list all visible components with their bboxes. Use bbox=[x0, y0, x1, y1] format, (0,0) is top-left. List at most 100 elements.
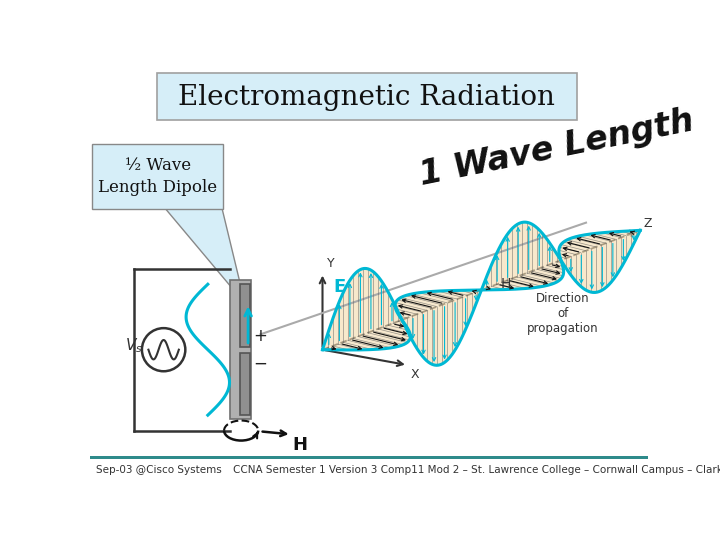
Polygon shape bbox=[560, 258, 565, 259]
Polygon shape bbox=[489, 287, 500, 290]
Polygon shape bbox=[589, 234, 614, 240]
Polygon shape bbox=[559, 252, 573, 256]
Polygon shape bbox=[564, 241, 593, 248]
Polygon shape bbox=[536, 269, 563, 276]
Polygon shape bbox=[514, 278, 546, 286]
Polygon shape bbox=[524, 274, 557, 282]
Polygon shape bbox=[361, 335, 402, 346]
Polygon shape bbox=[444, 291, 466, 296]
Polygon shape bbox=[560, 245, 585, 251]
Polygon shape bbox=[374, 330, 410, 339]
Polygon shape bbox=[361, 335, 403, 345]
Polygon shape bbox=[391, 324, 408, 328]
Polygon shape bbox=[565, 241, 593, 248]
Polygon shape bbox=[400, 298, 436, 307]
Polygon shape bbox=[397, 313, 410, 317]
Polygon shape bbox=[565, 241, 594, 248]
Polygon shape bbox=[379, 328, 410, 336]
Polygon shape bbox=[426, 292, 456, 300]
Polygon shape bbox=[441, 291, 464, 296]
Bar bbox=[240, 353, 251, 415]
Polygon shape bbox=[401, 319, 403, 320]
Polygon shape bbox=[361, 335, 402, 345]
Polygon shape bbox=[400, 321, 403, 322]
Polygon shape bbox=[607, 232, 624, 237]
Polygon shape bbox=[523, 274, 556, 283]
Polygon shape bbox=[567, 240, 595, 247]
Polygon shape bbox=[580, 235, 608, 242]
Polygon shape bbox=[330, 347, 345, 350]
Polygon shape bbox=[355, 338, 395, 347]
Polygon shape bbox=[471, 290, 477, 292]
Polygon shape bbox=[555, 262, 562, 264]
Polygon shape bbox=[562, 244, 588, 251]
Polygon shape bbox=[559, 247, 582, 253]
Polygon shape bbox=[560, 258, 564, 259]
Polygon shape bbox=[432, 292, 460, 298]
Polygon shape bbox=[402, 297, 438, 306]
Polygon shape bbox=[509, 279, 540, 287]
Polygon shape bbox=[356, 337, 397, 347]
Polygon shape bbox=[371, 332, 409, 341]
Polygon shape bbox=[420, 293, 453, 301]
Polygon shape bbox=[535, 270, 562, 277]
Polygon shape bbox=[616, 232, 629, 235]
Polygon shape bbox=[593, 233, 617, 239]
Polygon shape bbox=[395, 305, 423, 312]
Polygon shape bbox=[537, 269, 563, 275]
Polygon shape bbox=[395, 307, 420, 313]
Polygon shape bbox=[327, 348, 336, 350]
Polygon shape bbox=[396, 322, 405, 325]
Polygon shape bbox=[418, 293, 452, 301]
Polygon shape bbox=[553, 263, 562, 266]
Polygon shape bbox=[449, 291, 468, 295]
Polygon shape bbox=[388, 325, 408, 330]
Polygon shape bbox=[600, 233, 621, 238]
Polygon shape bbox=[356, 337, 396, 347]
Polygon shape bbox=[397, 300, 432, 309]
Polygon shape bbox=[397, 321, 405, 323]
Polygon shape bbox=[396, 302, 428, 310]
Polygon shape bbox=[400, 318, 405, 319]
Polygon shape bbox=[523, 274, 557, 282]
Polygon shape bbox=[397, 313, 411, 316]
Polygon shape bbox=[369, 332, 408, 342]
Polygon shape bbox=[498, 284, 520, 289]
Polygon shape bbox=[495, 285, 515, 289]
Polygon shape bbox=[505, 281, 534, 288]
Polygon shape bbox=[601, 233, 621, 238]
Polygon shape bbox=[498, 284, 519, 289]
Polygon shape bbox=[561, 244, 587, 251]
Polygon shape bbox=[392, 323, 407, 327]
Polygon shape bbox=[348, 340, 384, 349]
Polygon shape bbox=[459, 291, 472, 294]
Polygon shape bbox=[454, 291, 470, 294]
Polygon shape bbox=[374, 330, 410, 339]
Polygon shape bbox=[529, 272, 560, 280]
Polygon shape bbox=[416, 293, 451, 302]
Polygon shape bbox=[525, 274, 557, 282]
Polygon shape bbox=[477, 290, 480, 291]
Polygon shape bbox=[544, 266, 564, 272]
Polygon shape bbox=[494, 285, 511, 289]
Polygon shape bbox=[386, 326, 410, 332]
Polygon shape bbox=[353, 338, 392, 348]
Polygon shape bbox=[525, 273, 558, 282]
Polygon shape bbox=[491, 286, 505, 289]
Polygon shape bbox=[343, 342, 374, 349]
Polygon shape bbox=[339, 343, 366, 350]
Polygon shape bbox=[364, 334, 405, 344]
Polygon shape bbox=[395, 307, 420, 313]
Polygon shape bbox=[528, 272, 559, 280]
Polygon shape bbox=[325, 348, 331, 350]
Polygon shape bbox=[533, 271, 562, 278]
Polygon shape bbox=[581, 235, 609, 242]
Polygon shape bbox=[559, 253, 572, 256]
Polygon shape bbox=[549, 264, 563, 268]
Polygon shape bbox=[569, 239, 598, 246]
Polygon shape bbox=[336, 345, 358, 350]
Polygon shape bbox=[395, 308, 419, 314]
Polygon shape bbox=[577, 236, 606, 244]
Polygon shape bbox=[567, 240, 597, 247]
Polygon shape bbox=[545, 266, 564, 271]
